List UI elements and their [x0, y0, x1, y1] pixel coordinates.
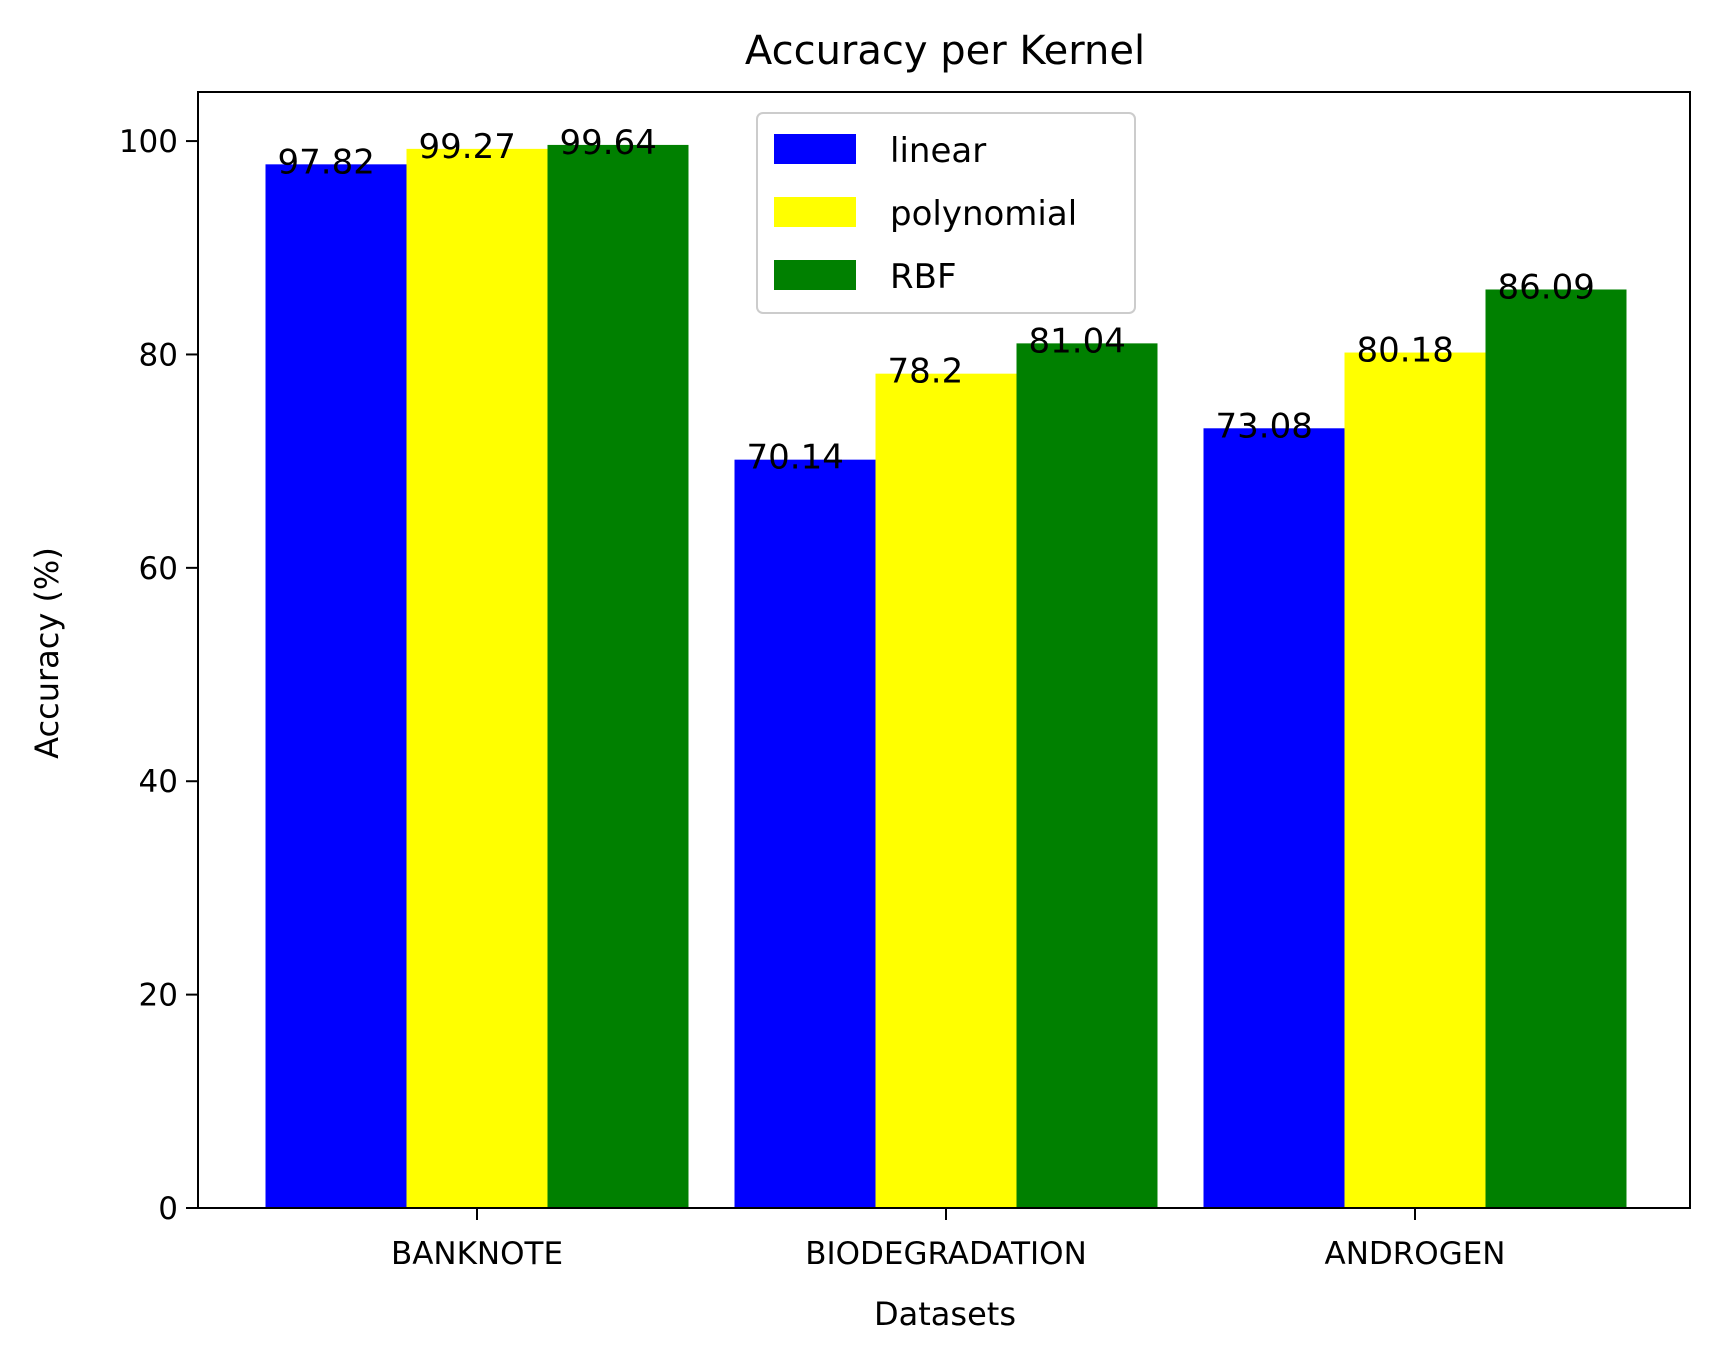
y-tick-label: 100 [119, 124, 178, 160]
bar-rbf-biodegradation [1016, 343, 1158, 1209]
y-tick-label: 40 [139, 764, 178, 800]
x-tick-label: ANDROGEN [1324, 1236, 1505, 1272]
y-tick-label: 0 [158, 1191, 178, 1227]
bar-value-label: 80.18 [1357, 331, 1454, 371]
bar-labels-group: 97.82 70.14 73.08 99.27 78.2 80.18 99.64 81.04 8… [278, 123, 1595, 478]
y-axis-label: Accuracy (%) [28, 547, 66, 759]
y-tick-label: 80 [139, 337, 178, 373]
x-axis-label: Datasets [874, 1295, 1016, 1333]
bar-value-label: 86.09 [1498, 267, 1595, 307]
bar-rbf-androgen [1485, 289, 1627, 1208]
chart-title: Accuracy per Kernel [745, 28, 1145, 74]
bars-group [265, 144, 1627, 1209]
bar-rbf-banknote [547, 144, 689, 1208]
x-axis: BANKNOTE BIODEGRADATION ANDROGEN [391, 1208, 1506, 1272]
bar-value-label: 73.08 [1216, 406, 1313, 446]
bar-value-label: 97.82 [278, 142, 375, 182]
bar-value-label: 70.14 [747, 438, 844, 478]
legend-label-linear: linear [890, 131, 986, 171]
legend-label-rbf: RBF [890, 257, 957, 297]
bar-polynomial-banknote [406, 148, 548, 1208]
bar-polynomial-biodegradation [875, 373, 1017, 1208]
bar-value-label: 99.64 [560, 123, 657, 163]
plot-frame [197, 91, 1691, 1209]
legend-swatch-polynomial [774, 197, 856, 227]
legend-label-polynomial: polynomial [890, 194, 1077, 234]
x-tick-label: BIODEGRADATION [805, 1236, 1087, 1272]
legend-swatch-rbf [774, 260, 856, 290]
bar-value-label: 81.04 [1029, 321, 1126, 361]
y-tick-label: 20 [139, 978, 178, 1014]
y-axis: 0 20 40 60 80 100 [119, 124, 198, 1227]
y-tick-label: 60 [139, 551, 178, 587]
legend-swatch-linear [774, 134, 856, 164]
bar-value-label: 99.27 [419, 127, 516, 167]
bar-value-label: 78.2 [888, 352, 964, 392]
x-tick-label: BANKNOTE [391, 1236, 563, 1272]
bar-linear-biodegradation [734, 459, 876, 1208]
bar-linear-androgen [1203, 428, 1345, 1208]
bar-linear-banknote [265, 164, 407, 1208]
legend: linear polynomial RBF [756, 112, 1136, 314]
bar-polynomial-androgen [1344, 352, 1486, 1209]
